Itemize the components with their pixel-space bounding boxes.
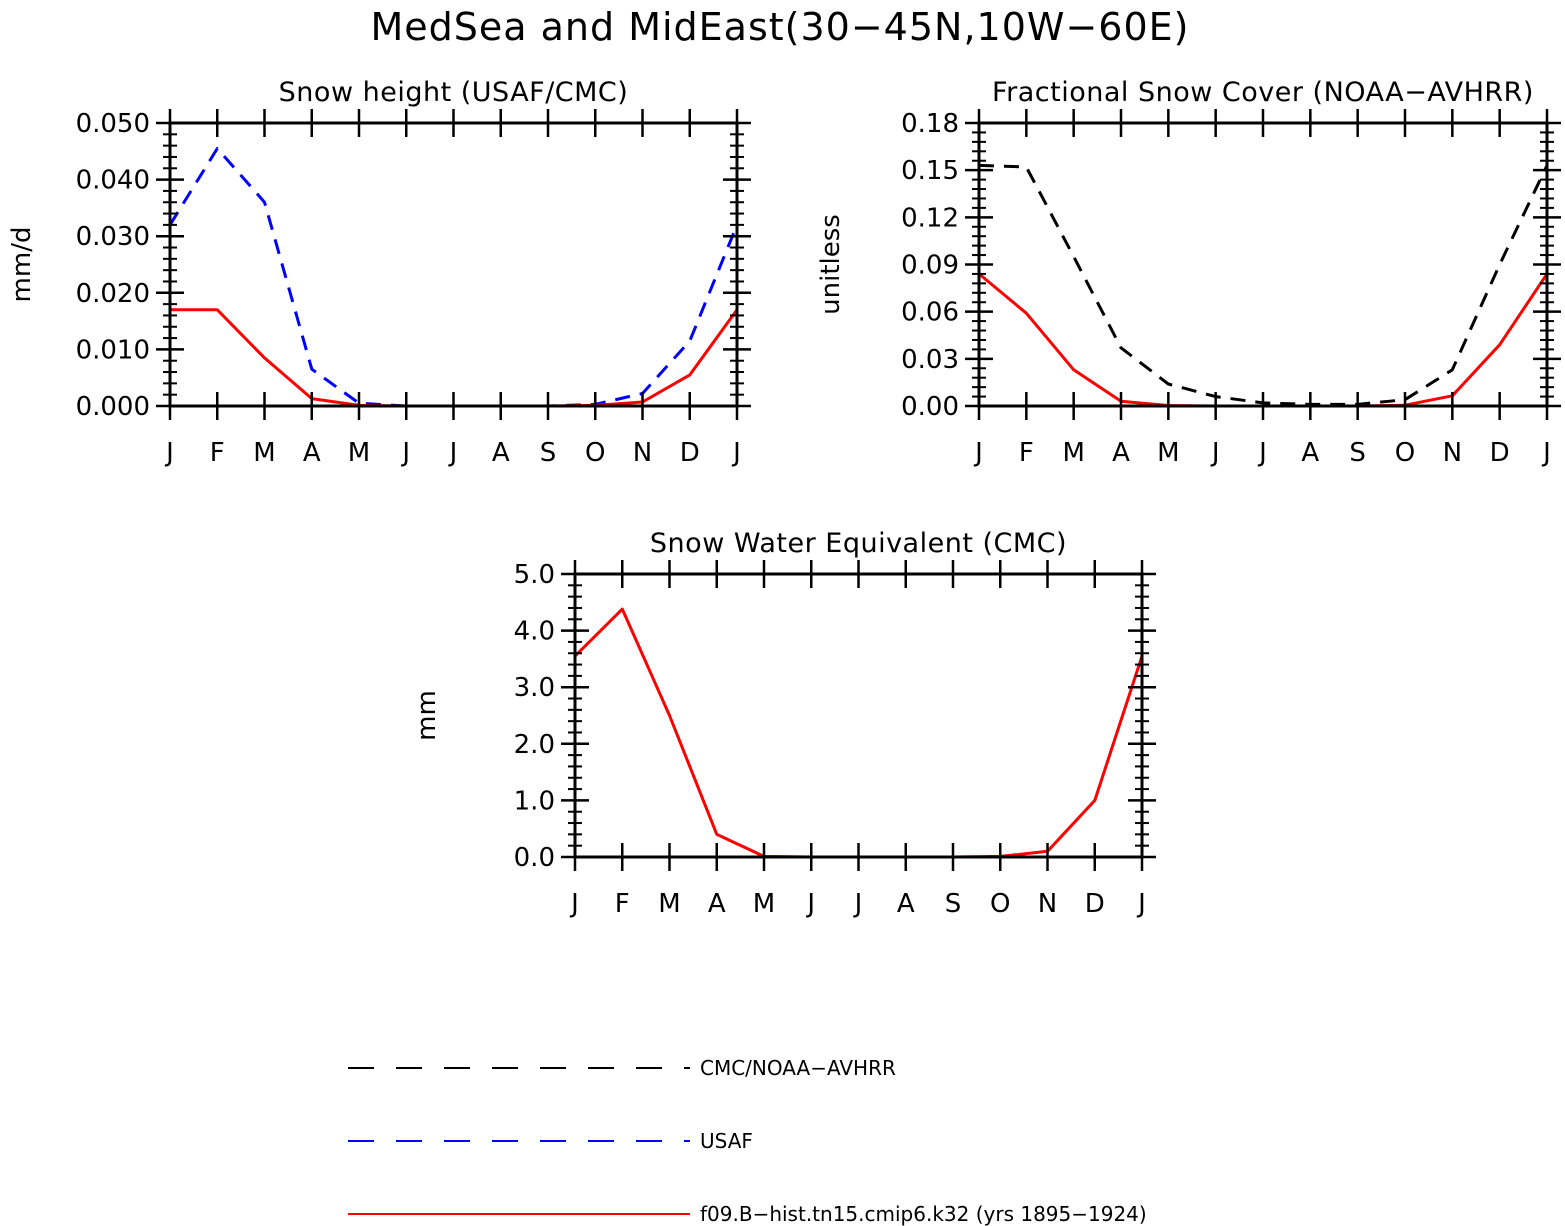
x-tick-label: A <box>1301 438 1319 468</box>
x-tick-label: M <box>253 438 275 468</box>
series-line-3 <box>170 308 739 408</box>
y-tick-label: 0.00 <box>901 392 959 422</box>
x-tick-label: F <box>1019 438 1034 468</box>
legend-label-2: USAF <box>700 1129 753 1153</box>
y-tick-label: 2.0 <box>514 730 555 760</box>
x-tick-label: S <box>540 438 557 468</box>
chart-panel-3: Snow Water Equivalent (CMC) mm 0.0 1.0 2.0 3.… <box>412 528 1156 919</box>
x-tick-label: D <box>680 438 700 468</box>
x-tick-label: S <box>1349 438 1366 468</box>
series-line-1 <box>978 163 1549 406</box>
x-tick-label: D <box>1085 889 1105 919</box>
x-tick-label: S <box>945 889 962 919</box>
y-tick-label: 0.020 <box>76 279 150 309</box>
x-tick-label: J <box>805 889 815 919</box>
panels: Snow height (USAF/CMC)mm/d0.0000.0100.02… <box>7 77 1561 919</box>
y-tick-label: 3.0 <box>514 673 555 703</box>
x-tick-label: F <box>210 438 225 468</box>
chart-panel-2: Fractional Snow Cover (NOAA−AVHRR) unitle… <box>816 77 1561 468</box>
y-tick-label: 0.000 <box>76 392 150 422</box>
x-tick-label: J <box>164 438 174 468</box>
x-tick-label: J <box>973 438 983 468</box>
y-axis-label: mm <box>412 690 442 741</box>
series-line-2 <box>573 607 1144 859</box>
y-tick-label: 0.040 <box>76 166 150 196</box>
y-tick-label: 1.0 <box>514 786 555 816</box>
panel-title: Snow height (USAF/CMC) <box>279 77 629 108</box>
x-tick-label: N <box>1443 438 1462 468</box>
x-tick-label: M <box>1062 438 1084 468</box>
y-tick-label: 4.0 <box>514 617 555 647</box>
y-tick-label: 0.06 <box>901 298 959 328</box>
x-tick-label: J <box>731 438 741 468</box>
y-tick-label: 0.050 <box>76 109 150 139</box>
x-tick-label: A <box>897 889 915 919</box>
plot-frame <box>977 121 1549 408</box>
x-tick-label: M <box>1157 438 1179 468</box>
x-tick-label: N <box>1038 889 1057 919</box>
x-tick-label: J <box>1257 438 1267 468</box>
y-tick-label: 0.15 <box>901 156 959 186</box>
x-tick-label: J <box>448 438 458 468</box>
legend-label-3: f09.B−hist.tn15.cmip6.k32 (yrs 1895−1924… <box>700 1202 1147 1226</box>
x-tick-label: J <box>853 889 863 919</box>
x-tick-label: O <box>585 438 605 468</box>
x-tick-label: A <box>708 889 726 919</box>
y-tick-label: 0.030 <box>76 222 150 252</box>
x-tick-label: A <box>1112 438 1130 468</box>
x-tick-label: J <box>1210 438 1220 468</box>
y-tick-label: 0.0 <box>514 843 555 873</box>
figure-title: MedSea and MidEast(30−45N,10W−60E) <box>370 5 1189 49</box>
x-tick-label: J <box>400 438 410 468</box>
x-tick-label: A <box>303 438 321 468</box>
legend: CMC/NOAA−AVHRR USAF f09.B−hist.tn15.cmip6.… <box>348 1056 1147 1226</box>
x-tick-label: O <box>990 889 1010 919</box>
x-tick-label: D <box>1490 438 1510 468</box>
x-tick-label: M <box>658 889 680 919</box>
y-tick-label: 5.0 <box>514 560 555 590</box>
legend-label-1: CMC/NOAA−AVHRR <box>700 1056 896 1080</box>
series-line-2 <box>168 147 739 408</box>
y-tick-label: 0.09 <box>901 251 959 281</box>
x-tick-label: O <box>1395 438 1415 468</box>
x-tick-label: M <box>753 889 775 919</box>
y-axis-label: unitless <box>816 214 846 315</box>
y-tick-label: 0.12 <box>901 203 959 233</box>
y-tick-label: 0.03 <box>901 345 959 375</box>
panel-title: Snow Water Equivalent (CMC) <box>650 528 1067 559</box>
x-tick-label: M <box>348 438 370 468</box>
y-tick-label: 0.010 <box>76 335 150 365</box>
y-tick-label: 0.18 <box>901 109 959 139</box>
plot-frame <box>168 121 739 408</box>
series-line-2 <box>978 272 1549 408</box>
x-tick-label: A <box>492 438 510 468</box>
y-axis-label: mm/d <box>7 227 37 303</box>
plot-frame <box>573 572 1144 859</box>
x-tick-label: J <box>1541 438 1551 468</box>
x-tick-label: F <box>615 889 630 919</box>
x-tick-label: J <box>1136 889 1146 919</box>
chart-panel-1: Snow height (USAF/CMC) mm/d 0.000 0.010 0.02… <box>7 77 751 468</box>
x-tick-label: N <box>633 438 652 468</box>
x-tick-label: J <box>569 889 579 919</box>
panel-title: Fractional Snow Cover (NOAA−AVHRR) <box>992 77 1534 108</box>
